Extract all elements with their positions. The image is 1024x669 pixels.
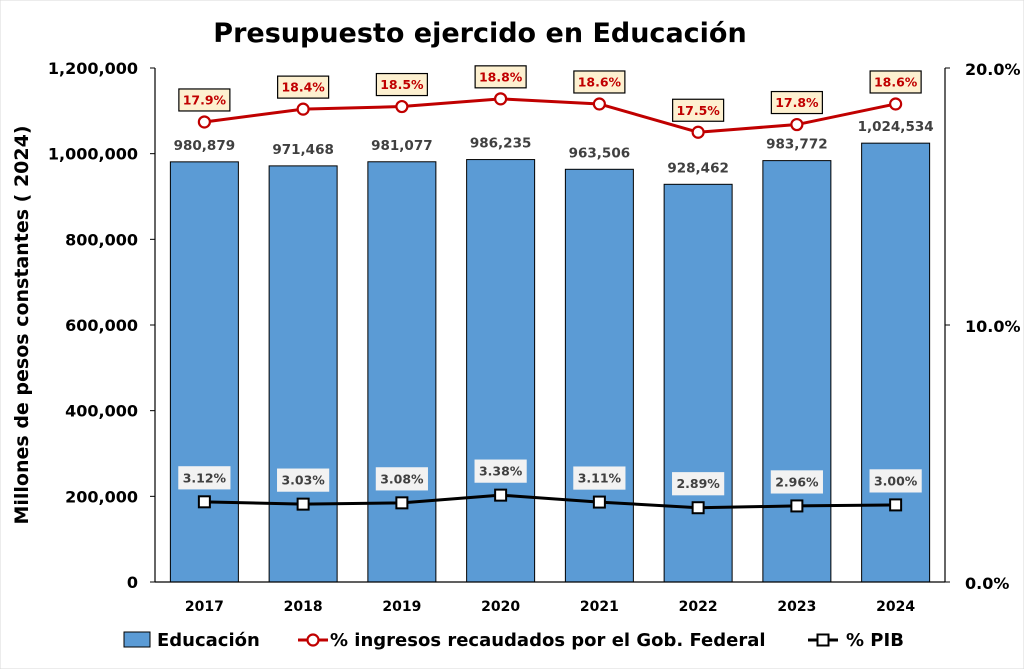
data-label-box: [178, 466, 231, 490]
data-label-box: [672, 98, 725, 122]
bar: [564, 168, 634, 583]
bar: [762, 160, 832, 583]
y-tick-label: 0: [127, 573, 138, 592]
x-tick-label: 2024: [876, 599, 915, 615]
bar-data-label: 928,462: [667, 160, 729, 176]
line-data-label: 2.96%: [775, 474, 819, 489]
ingresos-point: [395, 99, 409, 114]
pib-point: [592, 495, 606, 509]
bar-data-label: 980,879: [174, 138, 236, 154]
data-label-box: [770, 470, 823, 494]
y-tick-label: 800,000: [65, 230, 138, 249]
y2-tick-label: 0.0%: [965, 574, 1009, 593]
y-tick-label: 1,000,000: [48, 145, 138, 164]
chart-title: Presupuesto ejercido en Educación: [213, 18, 746, 49]
x-tick-label: 2023: [777, 599, 816, 615]
pib-point: [296, 497, 310, 511]
line-data-label: 3.08%: [380, 471, 424, 486]
line-data-label: 18.6%: [578, 74, 622, 89]
pib-point: [197, 495, 211, 509]
x-tick-label: 2020: [481, 599, 520, 615]
y-tick-label: 400,000: [65, 402, 138, 421]
data-label-box: [573, 70, 626, 94]
data-label-box: [474, 459, 527, 483]
y-axis-title: Millones de pesos constantes ( 2024): [11, 125, 33, 524]
plot-area: 0 200,000 400,000 600,000 800,000 1,000,000 1,…: [48, 59, 1021, 615]
ingresos-point: [691, 125, 705, 139]
data-label-box: [277, 75, 330, 99]
line-data-label: 3.38%: [479, 464, 523, 479]
legend-label-pib: % PIB: [846, 630, 904, 651]
data-label-box: [474, 65, 527, 89]
data-label-box: [277, 468, 330, 492]
bar-data-label: 963,506: [569, 145, 631, 161]
line-data-label: 3.12%: [183, 470, 227, 485]
line-data-label: 17.8%: [775, 95, 819, 110]
x-tick-label: 2019: [382, 599, 421, 615]
data-label-box: [672, 472, 725, 496]
line-data-label: 3.00%: [874, 473, 918, 488]
line-data-label: 18.8%: [479, 69, 523, 84]
bar-data-label: 986,235: [470, 136, 532, 152]
pib-point: [395, 496, 409, 510]
y-tick-label: 600,000: [65, 316, 138, 335]
bar-data-label: 983,772: [766, 137, 828, 153]
line-data-label: 17.5%: [676, 103, 720, 118]
data-label-box: [770, 90, 823, 115]
legend-label-ingresos: % ingresos recaudados por el Gob. Federa…: [330, 630, 766, 651]
x-tick-label: 2021: [580, 599, 619, 615]
data-label-box: [573, 466, 626, 490]
bar: [861, 142, 931, 583]
legend-swatch-educacion: [123, 631, 151, 648]
ingresos-point: [790, 117, 804, 132]
pib-point: [494, 488, 508, 502]
line-data-label: 3.03%: [281, 473, 325, 488]
x-tick-label: 2018: [284, 599, 323, 615]
y-tick-label: 1,200,000: [48, 59, 138, 78]
legend: Educación % ingresos recaudados por el Go…: [123, 630, 904, 651]
legend-marker-pib: [816, 633, 830, 647]
pib-point: [889, 498, 903, 512]
pib-point: [790, 499, 804, 513]
y-tick-label: 200,000: [65, 487, 138, 506]
data-label-box: [178, 88, 231, 112]
legend-label-educacion: Educación: [157, 630, 260, 651]
bar: [268, 165, 338, 583]
bar-data-label: 1,024,534: [858, 119, 934, 135]
y2-tick-label: 10.0%: [965, 317, 1021, 336]
data-label-box: [869, 469, 922, 493]
ingresos-point: [296, 102, 310, 116]
ingresos-point: [889, 97, 903, 111]
line-data-label: 18.4%: [281, 80, 325, 95]
data-label-box: [869, 70, 922, 94]
pib-point: [691, 501, 705, 515]
x-tick-label: 2017: [185, 599, 224, 615]
bar: [169, 161, 239, 583]
bar: [466, 159, 536, 583]
data-label-box: [375, 467, 428, 491]
x-tick-label: 2022: [679, 599, 718, 615]
bar: [663, 183, 733, 583]
series-line-pib: [204, 493, 896, 510]
line-data-label: 3.11%: [578, 471, 622, 486]
line-data-label: 2.89%: [676, 476, 720, 491]
line-data-label: 18.5%: [380, 77, 424, 92]
ingresos-point: [494, 92, 508, 106]
data-label-box: [375, 72, 428, 97]
ingresos-point: [197, 115, 211, 129]
ingresos-point: [592, 97, 606, 111]
legend-marker-ingresos: [306, 633, 320, 647]
bar: [367, 161, 437, 583]
series-line-ingresos: [204, 97, 896, 134]
line-data-label: 17.9%: [183, 92, 227, 107]
y2-tick-label: 20.0%: [965, 60, 1021, 79]
line-data-label: 18.6%: [874, 74, 918, 89]
bar-data-label: 981,077: [371, 138, 433, 154]
bar-data-label: 971,468: [272, 142, 334, 158]
